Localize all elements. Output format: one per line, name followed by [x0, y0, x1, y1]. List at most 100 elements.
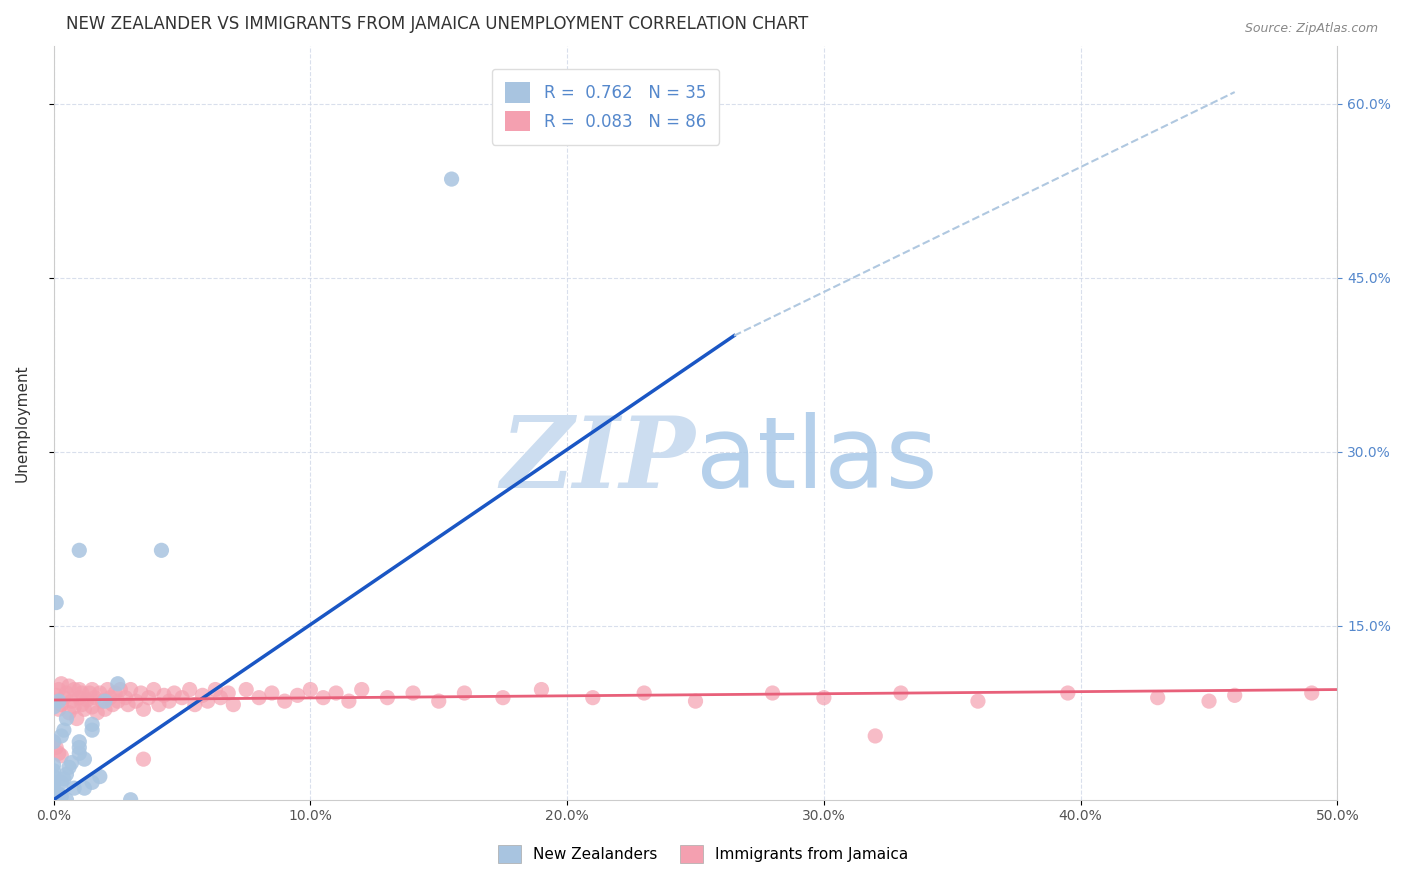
Point [55, 712, 77, 726]
Point [67, 740, 90, 755]
Point [247, 690, 270, 705]
Point [967, 694, 990, 708]
Point [1146, 690, 1168, 705]
Point [217, 686, 239, 700]
Point [453, 686, 475, 700]
Point [209, 690, 232, 705]
Point [86, 706, 108, 720]
Point [530, 682, 553, 697]
Point [582, 690, 605, 705]
Point [865, 729, 887, 743]
Point [76, 693, 98, 707]
Point [51, 789, 73, 804]
Point [299, 682, 322, 697]
Point [45, 740, 67, 755]
Point [42, 764, 65, 778]
Point [42, 775, 65, 789]
Point [52, 690, 75, 705]
Point [107, 677, 129, 691]
Point [1056, 686, 1078, 700]
Point [107, 694, 129, 708]
Point [83, 690, 105, 705]
Text: NEW ZEALANDER VS IMMIGRANTS FROM JAMAICA UNEMPLOYMENT CORRELATION CHART: NEW ZEALANDER VS IMMIGRANTS FROM JAMAICA… [66, 15, 808, 33]
Point [63, 781, 86, 796]
Point [761, 686, 783, 700]
Point [51, 748, 73, 763]
Point [51, 775, 73, 789]
Point [157, 694, 180, 708]
Point [110, 682, 132, 697]
Point [70, 698, 93, 712]
Point [120, 682, 142, 697]
Point [813, 690, 835, 705]
Point [66, 712, 89, 726]
Point [73, 781, 96, 796]
Point [142, 682, 165, 697]
Point [55, 767, 77, 781]
Point [1223, 689, 1246, 703]
Point [42, 758, 65, 772]
Point [197, 694, 219, 708]
Point [125, 694, 148, 708]
Point [79, 686, 101, 700]
Point [67, 682, 90, 697]
Point [89, 770, 111, 784]
Point [60, 694, 83, 708]
Point [633, 686, 655, 700]
Point [129, 686, 152, 700]
Point [51, 729, 73, 743]
Point [82, 775, 104, 789]
Point [82, 717, 104, 731]
Legend: New Zealanders, Immigrants from Jamaica: New Zealanders, Immigrants from Jamaica [485, 832, 921, 875]
Point [45, 595, 67, 609]
Point [45, 787, 67, 801]
Point [94, 694, 117, 708]
Point [179, 682, 201, 697]
Y-axis label: Unemployment: Unemployment [15, 364, 30, 482]
Text: atlas: atlas [696, 412, 938, 509]
Point [52, 772, 75, 786]
Point [82, 700, 104, 714]
Point [148, 698, 170, 712]
Point [273, 694, 295, 708]
Point [117, 698, 139, 712]
Point [45, 689, 67, 703]
Point [337, 694, 360, 708]
Point [235, 682, 257, 697]
Point [48, 682, 70, 697]
Point [402, 686, 425, 700]
Point [70, 686, 93, 700]
Point [82, 682, 104, 697]
Point [132, 752, 155, 766]
Point [1198, 694, 1220, 708]
Point [42, 781, 65, 796]
Point [67, 543, 90, 558]
Point [222, 698, 245, 712]
Point [60, 756, 83, 770]
Point [153, 689, 176, 703]
Point [42, 735, 65, 749]
Point [890, 686, 912, 700]
Point [312, 690, 335, 705]
Point [377, 690, 399, 705]
Point [94, 702, 117, 716]
Point [48, 787, 70, 801]
Point [51, 677, 73, 691]
Legend: R =  0.762   N = 35, R =  0.083   N = 86: R = 0.762 N = 35, R = 0.083 N = 86 [492, 69, 720, 145]
Point [51, 698, 73, 712]
Point [58, 679, 80, 693]
Point [89, 686, 111, 700]
Point [260, 686, 283, 700]
Point [48, 747, 70, 761]
Point [287, 689, 309, 703]
Point [55, 793, 77, 807]
Point [191, 689, 214, 703]
Point [150, 543, 173, 558]
Point [132, 702, 155, 716]
Point [163, 686, 186, 700]
Point [427, 694, 450, 708]
Point [42, 770, 65, 784]
Point [104, 686, 127, 700]
Point [170, 690, 193, 705]
Point [42, 700, 65, 714]
